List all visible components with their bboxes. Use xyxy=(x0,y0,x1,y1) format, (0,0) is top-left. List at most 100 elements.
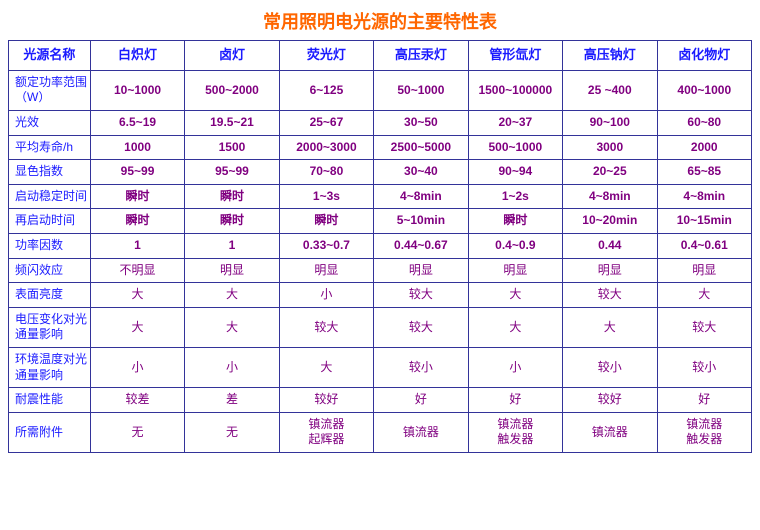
table-cell: 1 xyxy=(185,234,279,259)
table-cell: 小 xyxy=(279,283,373,308)
table-cell: 1 xyxy=(90,234,184,259)
row-label: 电压变化对光通量影响 xyxy=(9,307,91,347)
table-cell: 小 xyxy=(185,348,279,388)
table-cell: 好 xyxy=(374,388,468,413)
table-cell: 1~3s xyxy=(279,184,373,209)
header-col: 卤灯 xyxy=(185,41,279,71)
table-cell: 较小 xyxy=(563,348,657,388)
table-row: 启动稳定时间瞬时瞬时1~3s4~8min1~2s4~8min4~8min xyxy=(9,184,752,209)
table-row: 显色指数95~9995~9970~8030~4090~9420~2565~85 xyxy=(9,160,752,185)
table-cell: 30~40 xyxy=(374,160,468,185)
header-col: 管形氙灯 xyxy=(468,41,562,71)
table-cell: 大 xyxy=(563,307,657,347)
table-cell: 明显 xyxy=(657,258,751,283)
table-cell: 瞬时 xyxy=(90,184,184,209)
table-cell: 明显 xyxy=(374,258,468,283)
header-col: 荧光灯 xyxy=(279,41,373,71)
table-cell: 不明显 xyxy=(90,258,184,283)
row-label: 再启动时间 xyxy=(9,209,91,234)
table-cell: 较小 xyxy=(657,348,751,388)
table-cell: 小 xyxy=(468,348,562,388)
table-cell: 70~80 xyxy=(279,160,373,185)
table-cell: 6.5~19 xyxy=(90,111,184,136)
row-label: 所需附件 xyxy=(9,412,91,452)
table-row: 耐震性能较差差较好好好较好好 xyxy=(9,388,752,413)
table-row: 电压变化对光通量影响大大较大较大大大较大 xyxy=(9,307,752,347)
table-cell: 65~85 xyxy=(657,160,751,185)
row-label: 耐震性能 xyxy=(9,388,91,413)
table-cell: 0.44~0.67 xyxy=(374,234,468,259)
table-cell: 较大 xyxy=(279,307,373,347)
table-cell: 明显 xyxy=(279,258,373,283)
table-cell: 4~8min xyxy=(374,184,468,209)
header-col: 白炽灯 xyxy=(90,41,184,71)
header-label: 光源名称 xyxy=(9,41,91,71)
table-cell: 0.44 xyxy=(563,234,657,259)
light-source-table: 光源名称白炽灯卤灯荧光灯高压汞灯管形氙灯高压钠灯卤化物灯 额定功率范围（W）10… xyxy=(8,40,752,453)
table-cell: 2000 xyxy=(657,135,751,160)
table-cell: 60~80 xyxy=(657,111,751,136)
row-label: 表面亮度 xyxy=(9,283,91,308)
table-cell: 明显 xyxy=(563,258,657,283)
table-cell: 10~15min xyxy=(657,209,751,234)
table-cell: 无 xyxy=(185,412,279,452)
table-cell: 较小 xyxy=(374,348,468,388)
table-row: 功率因数110.33~0.70.44~0.670.4~0.90.440.4~0.… xyxy=(9,234,752,259)
table-row: 表面亮度大大小较大大较大大 xyxy=(9,283,752,308)
table-cell: 2000~3000 xyxy=(279,135,373,160)
table-cell: 90~94 xyxy=(468,160,562,185)
row-label: 光效 xyxy=(9,111,91,136)
table-cell: 较大 xyxy=(563,283,657,308)
table-cell: 0.4~0.61 xyxy=(657,234,751,259)
table-cell: 90~100 xyxy=(563,111,657,136)
header-col: 高压汞灯 xyxy=(374,41,468,71)
table-cell: 19.5~21 xyxy=(185,111,279,136)
table-cell: 大 xyxy=(468,307,562,347)
table-cell: 瞬时 xyxy=(279,209,373,234)
table-cell: 5~10min xyxy=(374,209,468,234)
row-label: 频闪效应 xyxy=(9,258,91,283)
table-cell: 镇流器 xyxy=(563,412,657,452)
table-cell: 500~2000 xyxy=(185,70,279,110)
row-label: 额定功率范围（W） xyxy=(9,70,91,110)
header-col: 高压钠灯 xyxy=(563,41,657,71)
table-cell: 镇流器触发器 xyxy=(657,412,751,452)
table-cell: 4~8min xyxy=(657,184,751,209)
table-cell: 好 xyxy=(657,388,751,413)
table-cell: 较好 xyxy=(563,388,657,413)
table-cell: 差 xyxy=(185,388,279,413)
table-cell: 2500~5000 xyxy=(374,135,468,160)
table-cell: 镇流器起辉器 xyxy=(279,412,373,452)
table-cell: 20~37 xyxy=(468,111,562,136)
table-row: 额定功率范围（W）10~1000500~20006~12550~10001500… xyxy=(9,70,752,110)
table-cell: 3000 xyxy=(563,135,657,160)
table-cell: 1000 xyxy=(90,135,184,160)
table-cell: 20~25 xyxy=(563,160,657,185)
table-cell: 大 xyxy=(90,283,184,308)
table-cell: 大 xyxy=(185,283,279,308)
table-cell: 4~8min xyxy=(563,184,657,209)
table-cell: 较大 xyxy=(657,307,751,347)
table-cell: 好 xyxy=(468,388,562,413)
row-label: 启动稳定时间 xyxy=(9,184,91,209)
table-row: 再启动时间瞬时瞬时瞬时5~10min瞬时10~20min10~15min xyxy=(9,209,752,234)
table-cell: 镇流器触发器 xyxy=(468,412,562,452)
table-cell: 较大 xyxy=(374,283,468,308)
table-cell: 较大 xyxy=(374,307,468,347)
table-cell: 10~20min xyxy=(563,209,657,234)
table-cell: 500~1000 xyxy=(468,135,562,160)
row-label: 环境温度对光通量影响 xyxy=(9,348,91,388)
row-label: 平均寿命/h xyxy=(9,135,91,160)
header-col: 卤化物灯 xyxy=(657,41,751,71)
table-cell: 0.4~0.9 xyxy=(468,234,562,259)
table-row: 平均寿命/h100015002000~30002500~5000500~1000… xyxy=(9,135,752,160)
table-cell: 25 ~400 xyxy=(563,70,657,110)
table-cell: 大 xyxy=(279,348,373,388)
row-label: 功率因数 xyxy=(9,234,91,259)
table-cell: 25~67 xyxy=(279,111,373,136)
table-cell: 较差 xyxy=(90,388,184,413)
table-cell: 1500~100000 xyxy=(468,70,562,110)
table-cell: 明显 xyxy=(185,258,279,283)
table-cell: 6~125 xyxy=(279,70,373,110)
table-cell: 50~1000 xyxy=(374,70,468,110)
